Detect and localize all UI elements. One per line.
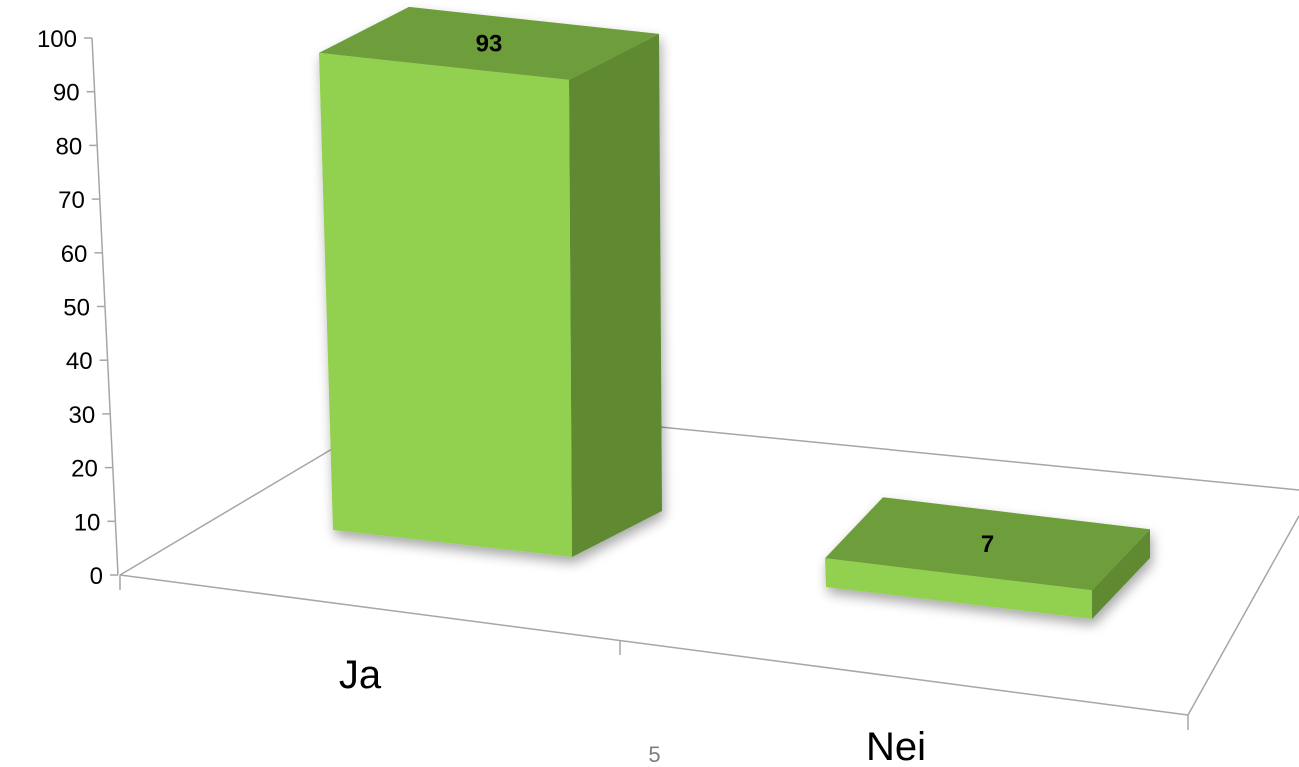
category-label-ja: Ja (339, 653, 382, 697)
y-tick-label: 40 (66, 348, 93, 375)
y-tick-label: 80 (55, 133, 82, 160)
y-tick-label: 60 (61, 241, 88, 268)
y-tick-label: 10 (74, 509, 101, 536)
category-labels: Ja Nei (339, 653, 926, 766)
x-axis-line (119, 574, 1189, 716)
bar-front-face (319, 52, 572, 557)
y-tick-label: 30 (68, 402, 95, 429)
bar-front-face (825, 558, 1092, 619)
y-tick-label: 0 (90, 563, 103, 590)
category-label-nei: Nei (866, 725, 926, 766)
page-number: 5 (648, 742, 661, 767)
y-tick-label: 50 (63, 295, 90, 322)
bar-top-face (825, 497, 1150, 591)
floor-right-edge (1187, 515, 1299, 716)
bar-side-face (569, 33, 662, 558)
y-tick-label: 100 (37, 26, 77, 53)
bar-ja (319, 6, 662, 558)
y-axis-ticks: 0 10 20 30 40 50 60 70 80 90 100 (37, 26, 118, 590)
bar-nei (825, 497, 1150, 619)
floor-back-left-edge (119, 448, 333, 576)
y-tick-label: 70 (58, 187, 85, 214)
floor-back-edge (659, 426, 1299, 491)
bars: 93 7 (319, 6, 1150, 619)
bar-top-face (319, 6, 659, 80)
data-label: 93 (476, 30, 503, 57)
y-tick-label: 90 (53, 80, 80, 107)
y-tick-label: 20 (71, 456, 98, 483)
data-label: 7 (981, 531, 994, 558)
axis-frame (91, 37, 1299, 730)
bar-side-face (1092, 529, 1150, 619)
